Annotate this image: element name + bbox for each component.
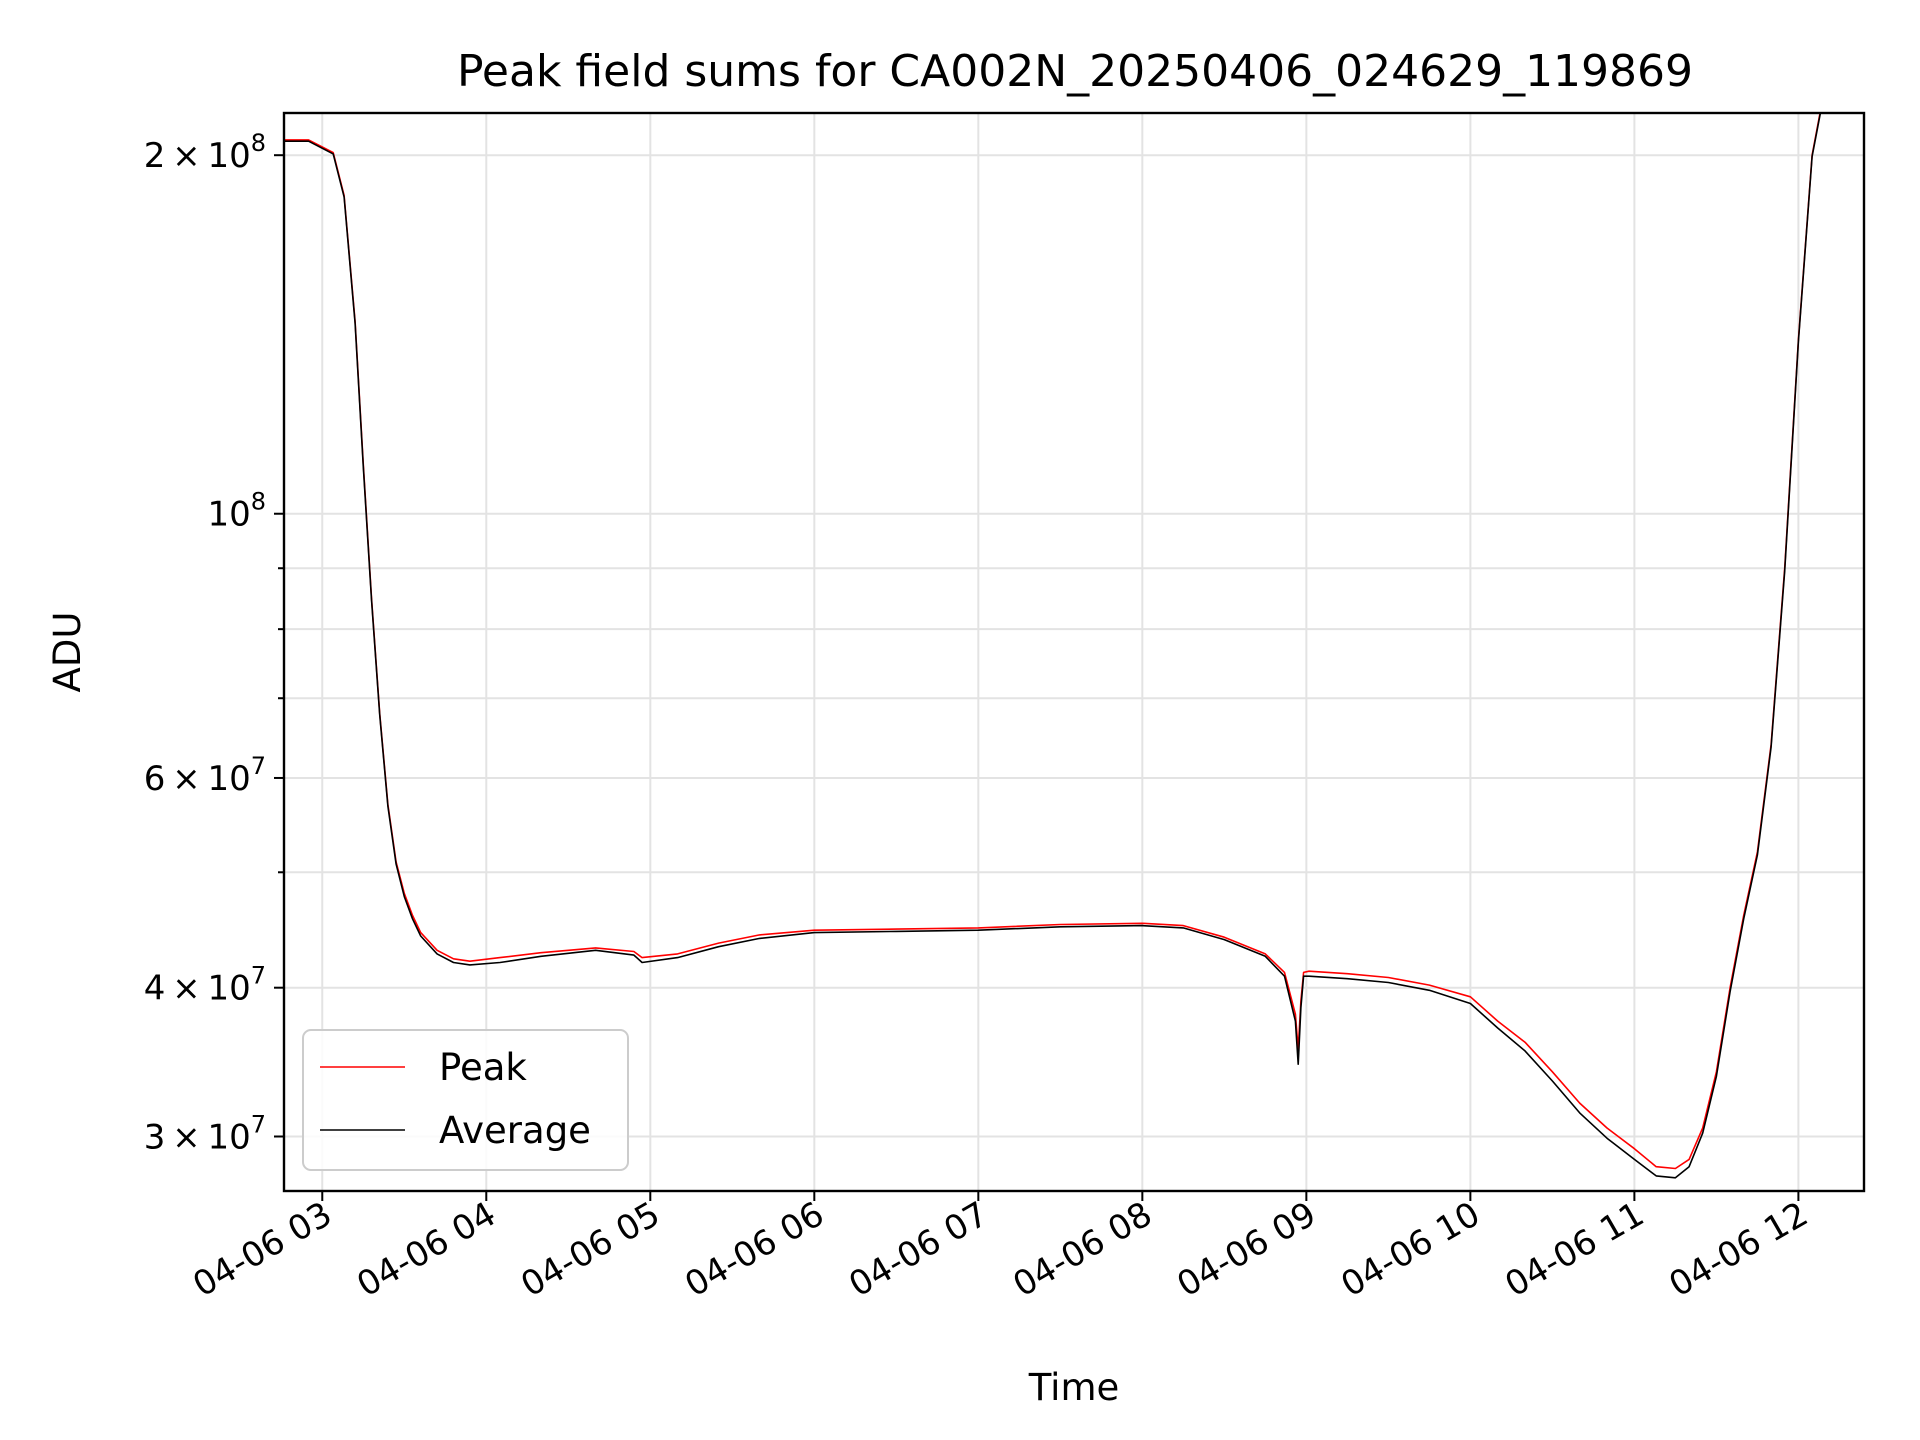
y-tick-label: 3 × 107 (144, 1111, 266, 1158)
x-tick-label: 04-06 09 (1170, 1194, 1322, 1305)
x-tick-label: 04-06 12 (1663, 1194, 1815, 1305)
x-tick-label: 04-06 08 (1006, 1194, 1158, 1305)
x-axis: 04-06 03 04-06 04 04-06 05 04-06 06 04-06 07… (186, 1191, 1815, 1305)
x-tick-label: 04-06 07 (842, 1194, 994, 1305)
plot-frame (282, 111, 1866, 1193)
grid-layer (284, 113, 1864, 1191)
y-tick-label: 4 × 107 (144, 962, 266, 1009)
y-tick-label: 6 × 107 (144, 752, 266, 799)
x-tick-label: 04-06 11 (1498, 1194, 1650, 1305)
x-axis-label: Time (1028, 1366, 1120, 1409)
y-axis: 3 × 107 4 × 107 6 × 107 108 2 × 108 (144, 129, 284, 1158)
legend-label-average: Average (439, 1109, 591, 1152)
x-tick-label: 04-06 05 (514, 1194, 666, 1305)
y-axis-label: ADU (46, 612, 89, 693)
chart-title: Peak field sums for CA002N_20250406_0246… (457, 46, 1693, 97)
y-tick-label: 2 × 108 (144, 129, 266, 176)
x-tick-label: 04-06 04 (350, 1194, 502, 1305)
series-line-peak (284, 113, 1821, 1170)
x-tick-label: 04-06 06 (678, 1194, 830, 1305)
legend-box (302, 1029, 629, 1171)
x-tick-label: 04-06 10 (1334, 1194, 1486, 1305)
legend: Peak Average (302, 1029, 629, 1171)
legend-label-peak: Peak (439, 1046, 527, 1089)
plot-area (282, 111, 1866, 1193)
series-line-average (284, 113, 1822, 1179)
x-tick-label: 04-06 03 (186, 1194, 338, 1305)
y-tick-label: 108 (207, 488, 266, 535)
series-layer (284, 113, 1822, 1179)
